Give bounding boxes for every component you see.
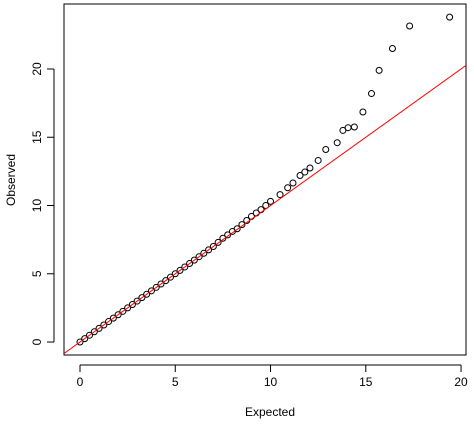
point	[190, 256, 198, 264]
point	[209, 242, 217, 250]
y-tick-label: 15	[30, 130, 44, 144]
point	[128, 300, 136, 308]
point	[219, 234, 227, 242]
y-tick-label: 10	[30, 199, 44, 213]
y-axis-label: Observed	[4, 154, 18, 206]
point	[114, 311, 122, 319]
x-tick-label: 0	[77, 375, 84, 389]
point	[388, 45, 396, 53]
point	[224, 231, 232, 239]
point	[86, 331, 94, 339]
point	[446, 13, 454, 21]
point	[90, 328, 98, 336]
point	[124, 304, 132, 312]
point	[301, 168, 309, 176]
y-tick-label: 5	[30, 270, 44, 277]
point	[195, 253, 203, 261]
y-tick-label: 20	[30, 62, 44, 76]
point	[375, 66, 383, 74]
point	[105, 318, 113, 326]
point	[109, 314, 117, 322]
point	[76, 338, 84, 346]
plot-frame	[63, 3, 467, 356]
point	[143, 290, 151, 298]
point	[406, 22, 414, 30]
x-tick-label: 5	[172, 375, 179, 389]
point	[176, 266, 184, 274]
point	[152, 283, 160, 291]
x-tick-label: 20	[454, 375, 468, 389]
point	[95, 324, 103, 332]
point	[276, 191, 284, 199]
point	[147, 287, 155, 295]
point	[100, 321, 108, 329]
point	[133, 297, 141, 305]
point	[119, 307, 127, 315]
point	[238, 221, 246, 229]
y-tick-label: 0	[30, 338, 44, 345]
point	[306, 164, 314, 172]
point	[233, 225, 241, 233]
point	[205, 246, 213, 254]
x-tick-label: 15	[359, 375, 373, 389]
point	[138, 294, 146, 302]
point	[289, 179, 297, 187]
reference-line	[64, 65, 466, 354]
point	[171, 270, 179, 278]
point	[368, 90, 376, 98]
point	[167, 273, 175, 281]
point	[267, 197, 275, 205]
point	[296, 171, 304, 179]
point	[186, 260, 194, 268]
point	[157, 280, 165, 288]
point	[214, 238, 222, 246]
point	[314, 156, 322, 164]
x-axis-label: Expected	[245, 405, 295, 419]
point	[162, 277, 170, 285]
point	[350, 123, 358, 131]
x-tick-label: 10	[264, 375, 278, 389]
point	[181, 263, 189, 271]
point	[200, 249, 208, 257]
point	[344, 124, 352, 132]
point	[322, 146, 330, 154]
point	[359, 108, 367, 116]
point	[284, 184, 292, 192]
point	[333, 139, 341, 147]
point	[81, 335, 89, 343]
